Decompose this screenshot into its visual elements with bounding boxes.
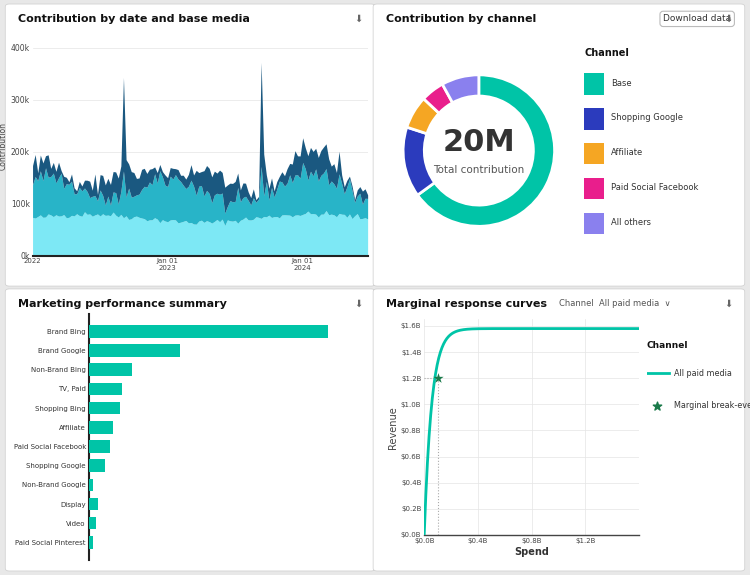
Text: Channel  All paid media  ∨: Channel All paid media ∨: [559, 299, 670, 308]
Bar: [88, 478, 94, 491]
Text: Marketing performance summary: Marketing performance summary: [18, 299, 226, 309]
Text: Paid Social Facebook: Paid Social Facebook: [611, 183, 699, 192]
Text: Total contribution: Total contribution: [433, 164, 524, 174]
Bar: [88, 459, 106, 472]
Text: Base: Base: [611, 79, 632, 87]
Wedge shape: [403, 127, 435, 195]
Text: Download data: Download data: [663, 14, 731, 24]
Text: Contribution by channel: Contribution by channel: [386, 14, 536, 24]
FancyBboxPatch shape: [584, 178, 604, 199]
Wedge shape: [406, 99, 439, 134]
Text: Marginal response curves: Marginal response curves: [386, 299, 547, 309]
Point: [432, 374, 444, 383]
Bar: [88, 363, 132, 376]
Bar: [88, 421, 112, 434]
Text: Shopping Google: Shopping Google: [611, 113, 683, 122]
FancyBboxPatch shape: [584, 213, 604, 234]
Text: Channel: Channel: [584, 48, 629, 58]
Wedge shape: [418, 75, 554, 227]
Text: Channel: Channel: [646, 341, 688, 350]
Text: ⬇: ⬇: [354, 14, 362, 24]
Text: ⬇: ⬇: [724, 299, 732, 309]
Bar: [88, 517, 96, 530]
Bar: [88, 402, 120, 415]
Text: Contribution by date and base media: Contribution by date and base media: [18, 14, 250, 24]
FancyBboxPatch shape: [584, 74, 604, 95]
Text: Marginal break-even: Marginal break-even: [674, 401, 750, 410]
X-axis label: Spend: Spend: [514, 546, 549, 557]
FancyBboxPatch shape: [584, 108, 604, 129]
Text: All paid media: All paid media: [674, 369, 732, 378]
Bar: [88, 440, 110, 453]
Bar: [88, 498, 98, 510]
Wedge shape: [442, 75, 478, 103]
Text: ⬇: ⬇: [724, 14, 732, 24]
Bar: [88, 344, 180, 356]
Bar: [88, 325, 328, 338]
Bar: [88, 536, 94, 549]
Y-axis label: Revenue: Revenue: [388, 406, 398, 448]
Text: ⬇: ⬇: [354, 299, 362, 309]
Text: 20M: 20M: [442, 128, 515, 158]
Y-axis label: Contribution: Contribution: [0, 122, 8, 170]
Text: Affiliate: Affiliate: [611, 148, 644, 158]
Bar: [88, 382, 122, 395]
Text: All others: All others: [611, 218, 651, 227]
FancyBboxPatch shape: [584, 143, 604, 164]
Wedge shape: [424, 84, 452, 113]
